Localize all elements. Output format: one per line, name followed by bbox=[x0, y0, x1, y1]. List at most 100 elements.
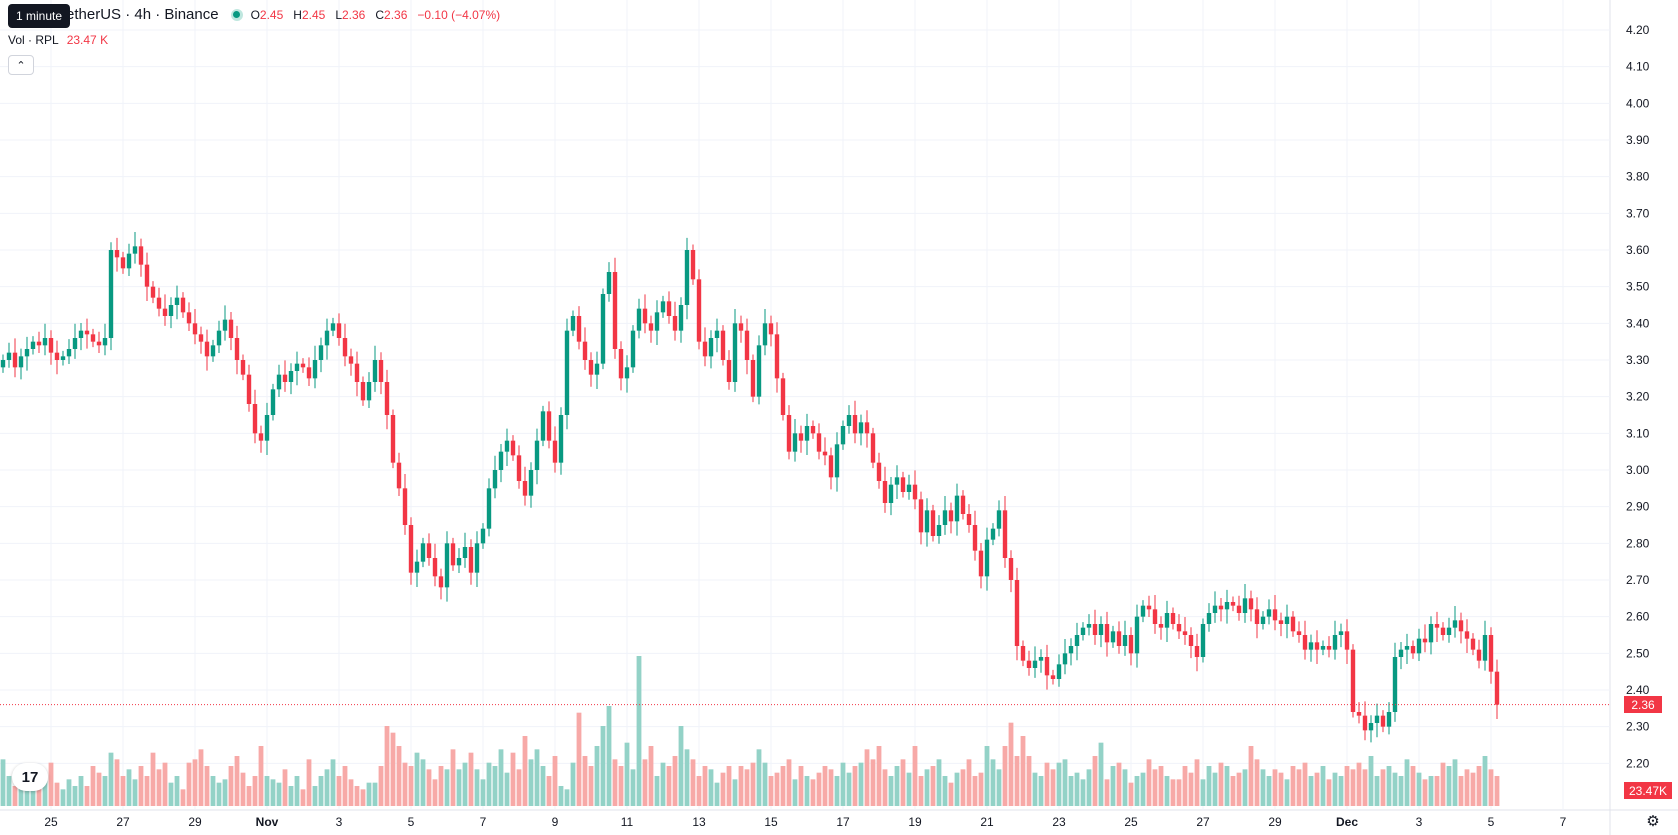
candle-body bbox=[414, 561, 420, 573]
time-tick-label: 25 bbox=[44, 815, 58, 829]
volume-bar bbox=[1314, 772, 1320, 806]
volume-bar bbox=[858, 762, 864, 806]
candle-body bbox=[1362, 715, 1368, 731]
volume-bar bbox=[1146, 759, 1152, 806]
candle-body bbox=[1014, 580, 1020, 646]
volume-bar bbox=[1116, 762, 1122, 806]
volume-bar bbox=[372, 782, 378, 806]
candle-body bbox=[480, 528, 486, 544]
candle-body bbox=[810, 426, 816, 434]
volume-bar bbox=[1476, 766, 1482, 806]
tradingview-logo-icon[interactable]: 17 bbox=[12, 763, 48, 791]
candle-body bbox=[396, 462, 402, 489]
collapse-legend-button[interactable]: ⌃ bbox=[8, 55, 34, 75]
volume-bar bbox=[1284, 779, 1290, 806]
volume-bar bbox=[468, 752, 474, 806]
volume-bar bbox=[1266, 776, 1272, 806]
candle-body bbox=[678, 305, 684, 331]
candle-body bbox=[1434, 624, 1440, 628]
volume-bar bbox=[564, 789, 570, 806]
candle-body bbox=[948, 510, 954, 522]
price-tick-label: 3.90 bbox=[1626, 133, 1650, 147]
candle-body bbox=[666, 301, 672, 316]
volume-bar bbox=[924, 769, 930, 806]
candle-body bbox=[714, 330, 720, 338]
volume-bar bbox=[936, 759, 942, 806]
candle-body bbox=[630, 330, 636, 368]
price-candles bbox=[0, 232, 1500, 743]
candle-body bbox=[750, 360, 756, 397]
volume-bar bbox=[708, 769, 714, 806]
volume-bar bbox=[1494, 776, 1500, 806]
volume-bar bbox=[378, 766, 384, 806]
candle-body bbox=[1032, 660, 1038, 668]
candle-body bbox=[72, 338, 78, 349]
candle-body bbox=[162, 308, 168, 316]
volume-bar bbox=[96, 772, 102, 806]
candle-body bbox=[1446, 627, 1452, 635]
symbol-title[interactable]: etherUS · 4h · Binance bbox=[66, 6, 219, 23]
volume-bar bbox=[798, 766, 804, 806]
time-tick-label: 29 bbox=[188, 815, 202, 829]
volume-bar bbox=[492, 766, 498, 806]
volume-bar bbox=[552, 756, 558, 806]
volume-bar bbox=[1380, 769, 1386, 806]
volume-bar bbox=[918, 776, 924, 806]
candle-body bbox=[984, 539, 990, 577]
volume-bar bbox=[234, 756, 240, 806]
volume-bar bbox=[816, 772, 822, 806]
volume-bar bbox=[750, 762, 756, 806]
volume-bar bbox=[912, 746, 918, 806]
candle-body bbox=[402, 488, 408, 525]
volume-bar bbox=[516, 769, 522, 806]
candle-body bbox=[1350, 649, 1356, 712]
candle-body bbox=[84, 330, 90, 335]
chevron-up-icon: ⌃ bbox=[16, 59, 26, 72]
open-label: O bbox=[250, 7, 260, 22]
volume-bar bbox=[474, 769, 480, 806]
candle-body bbox=[960, 495, 966, 514]
volume-bar bbox=[726, 766, 732, 806]
time-tick-label: 29 bbox=[1268, 815, 1282, 829]
candle-body bbox=[288, 371, 294, 382]
candle-body bbox=[342, 338, 348, 357]
candle-body bbox=[90, 334, 96, 342]
volume-bar bbox=[228, 766, 234, 806]
volume-bar bbox=[990, 759, 996, 806]
candle-body bbox=[642, 308, 648, 324]
volume-label[interactable]: Vol · RPL bbox=[8, 33, 59, 47]
volume-bar bbox=[6, 776, 12, 806]
volume-bar bbox=[1086, 769, 1092, 806]
candle-body bbox=[588, 360, 594, 375]
time-tick-label: 21 bbox=[980, 815, 994, 829]
price-tick-label: 3.10 bbox=[1626, 426, 1650, 440]
volume-bar bbox=[1398, 776, 1404, 806]
price-tick-label: 3.40 bbox=[1626, 316, 1650, 330]
candle-body bbox=[78, 330, 84, 338]
candle-body bbox=[1242, 598, 1248, 613]
open-value: 2.45 bbox=[259, 7, 284, 22]
candle-body bbox=[846, 415, 852, 426]
candle-body bbox=[1182, 631, 1188, 635]
candle-body bbox=[48, 338, 54, 353]
candle-body bbox=[1056, 664, 1062, 679]
volume-bar bbox=[618, 766, 624, 806]
volume-bar bbox=[1044, 762, 1050, 806]
price-tick-label: 2.70 bbox=[1626, 573, 1650, 587]
ohlc-values: O2.45 H2.45 L2.36 C2.36 −0.10 (−4.07%) bbox=[251, 8, 501, 22]
volume-bar bbox=[294, 776, 300, 806]
candle-body bbox=[66, 349, 72, 357]
volume-bar bbox=[258, 746, 264, 806]
candle-body bbox=[762, 323, 768, 346]
volume-bar bbox=[60, 789, 66, 806]
candle-body bbox=[1134, 616, 1140, 654]
volume-bar bbox=[744, 769, 750, 806]
volume-bar bbox=[198, 749, 204, 806]
candle-body bbox=[780, 378, 786, 415]
candle-body bbox=[720, 330, 726, 360]
candle-body bbox=[936, 525, 942, 536]
settings-gear-icon[interactable]: ⚙ bbox=[1646, 813, 1660, 830]
candle-body bbox=[1380, 715, 1386, 727]
time-axis: 25 27 29 Nov 3 5 7 9 11 13 15 17 19 21 23 25 27 29 Dec 3 5 7 bbox=[44, 815, 1566, 829]
